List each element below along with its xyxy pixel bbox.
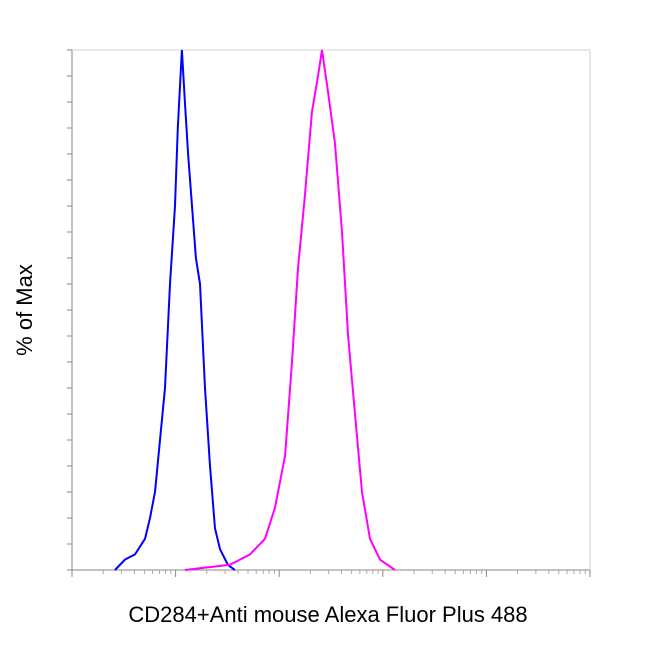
x-axis-label: CD284+Anti mouse Alexa Fluor Plus 488 — [128, 602, 527, 627]
plot-frame — [71, 49, 591, 571]
histogram-line — [114, 49, 236, 571]
y-axis-label: % of Max — [12, 264, 37, 356]
histogram-line — [184, 49, 396, 571]
